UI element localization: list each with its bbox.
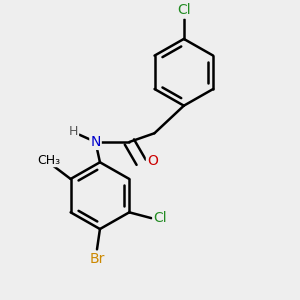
- Text: Br: Br: [89, 253, 105, 266]
- Text: Cl: Cl: [177, 4, 191, 17]
- Text: CH₃: CH₃: [37, 154, 60, 166]
- Text: H: H: [69, 125, 78, 138]
- Text: O: O: [147, 154, 158, 168]
- Text: N: N: [90, 135, 101, 149]
- Text: Cl: Cl: [153, 211, 167, 225]
